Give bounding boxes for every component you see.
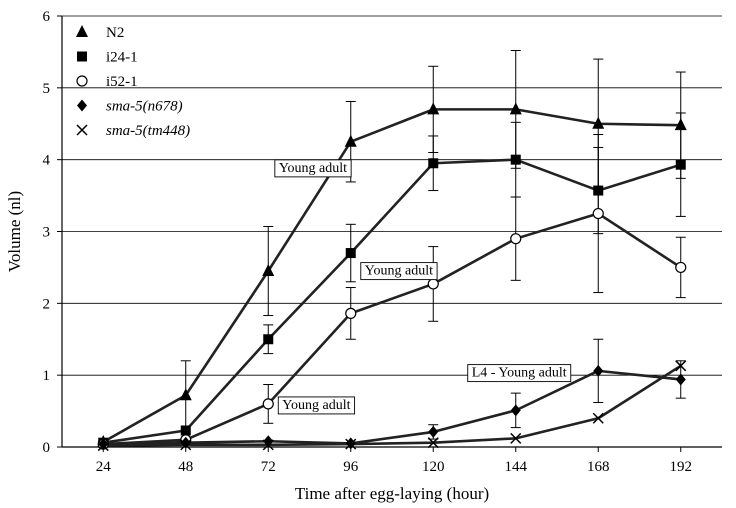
x-tick-label: 24 [96,459,112,475]
data-point-n2 [179,388,192,401]
legend-label-sma-5-tm448: sma-5(tm448) [106,123,190,139]
data-point-sma-5-tm448 [510,432,522,444]
series-line-i24-1 [103,158,682,444]
x-tick-label: 72 [261,459,276,475]
axis-ticks: 0 1 2 3 4 5 6 24 48 72 96 120 144 168 192 [43,9,693,475]
data-point-sma-5-tm448 [592,412,604,424]
annotation-l4-young-adult: L4 - Young adult [467,364,572,383]
legend-item-sma-5-tm448: sma-5(tm448) [76,123,190,139]
data-point-i24-1 [180,425,191,436]
legend: N2 i24-1 i52-1 sma-5(n678) sma-5(tm448) [76,25,190,139]
legend-label-i52-1: i52-1 [106,74,138,90]
legend-marker-n2 [76,25,88,37]
x-tick-label: 120 [422,459,445,475]
x-tick-label: 144 [505,459,528,475]
data-point-sma-5-tm448 [180,439,192,451]
y-axis-label: Volume (nl) [5,191,24,272]
x-axis-label: Time after egg-laying (hour) [295,484,489,503]
y-tick-label: 2 [43,296,51,312]
data-point-sma-5-tm448 [675,360,687,372]
x-tick-label: 48 [178,459,193,475]
series-line-i52-1 [103,212,682,446]
legend-marker-sma-5-n678 [77,99,87,112]
data-point-i24-1 [593,185,604,196]
annotation-box [274,159,352,178]
y-tick-label: 4 [43,153,51,169]
data-point-i24-1 [345,248,356,259]
annotation-young-adult: Young adult [360,262,438,281]
legend-label-sma-5-n678: sma-5(n678) [106,99,183,115]
stage-annotations: Young adult Young adult Young adult L4 - Yo… [274,159,572,415]
data-point-sma-5-n678 [263,435,274,448]
gridlines [62,15,722,376]
y-tick-label: 0 [43,440,51,456]
data-point-i52-1 [345,307,357,319]
data-point-sma-5-tm448 [345,438,357,450]
annotation-label: Young adult [365,264,433,279]
annotation-box [360,262,438,281]
legend-marker-i24-1 [77,51,87,62]
data-point-i52-1 [592,207,604,220]
x-tick-label: 96 [343,459,359,475]
series-line-sma-5-tm448 [103,364,682,447]
data-point-n2 [262,264,275,277]
y-tick-label: 5 [43,81,51,97]
annotation-box [277,396,356,415]
data-point-i52-1 [510,233,522,245]
data-point-sma-5-n678 [675,373,686,386]
x-tick-label: 168 [587,459,610,475]
annotation-label: Young adult [282,398,350,413]
data-point-sma-5-n678 [593,364,604,377]
data-point-n2 [344,134,357,147]
legend-item-sma-5-n678: sma-5(n678) [77,99,183,115]
data-point-sma-5-tm448 [97,440,109,452]
data-point-sma-5-n678 [510,404,521,417]
y-tick-label: 1 [43,368,51,384]
y-tick-label: 6 [43,9,51,25]
legend-item-i24-1: i24-1 [77,50,138,66]
x-tick-label: 192 [670,459,693,475]
data-point-i52-1 [262,398,274,410]
data-point-n2 [427,102,440,115]
series-line-sma-5-n678 [103,369,681,446]
y-tick-label: 3 [43,225,51,241]
data-point-sma-5-tm448 [262,439,274,451]
series-lines [102,108,682,447]
data-point-i24-1 [675,159,686,170]
annotation-young-adult: Young adult [277,396,356,415]
data-point-n2 [674,118,687,131]
data-point-i24-1 [428,158,439,169]
legend-marker-i52-1 [76,75,88,87]
data-point-i52-1 [427,278,439,290]
series-markers [97,102,687,452]
data-point-i24-1 [263,334,274,345]
data-point-sma-5-tm448 [427,437,439,449]
data-point-n2 [509,102,522,115]
legend-marker-sma-5-tm448 [76,124,88,136]
data-point-i52-1 [675,261,687,274]
legend-label-n2: N2 [106,25,124,41]
series-line-n2 [102,108,681,444]
legend-item-i52-1: i52-1 [76,74,138,90]
annotation-label: Young adult [279,161,347,176]
annotation-label: L4 - Young adult [472,366,567,381]
legend-item-n2: N2 [76,25,124,41]
legend-label-i24-1: i24-1 [106,50,138,66]
annotation-young-adult: Young adult [274,159,352,178]
data-point-sma-5-n678 [180,436,191,449]
annotation-box [467,364,572,383]
data-point-sma-5-n678 [428,425,439,438]
data-point-n2 [592,116,605,129]
data-point-i24-1 [510,154,521,165]
